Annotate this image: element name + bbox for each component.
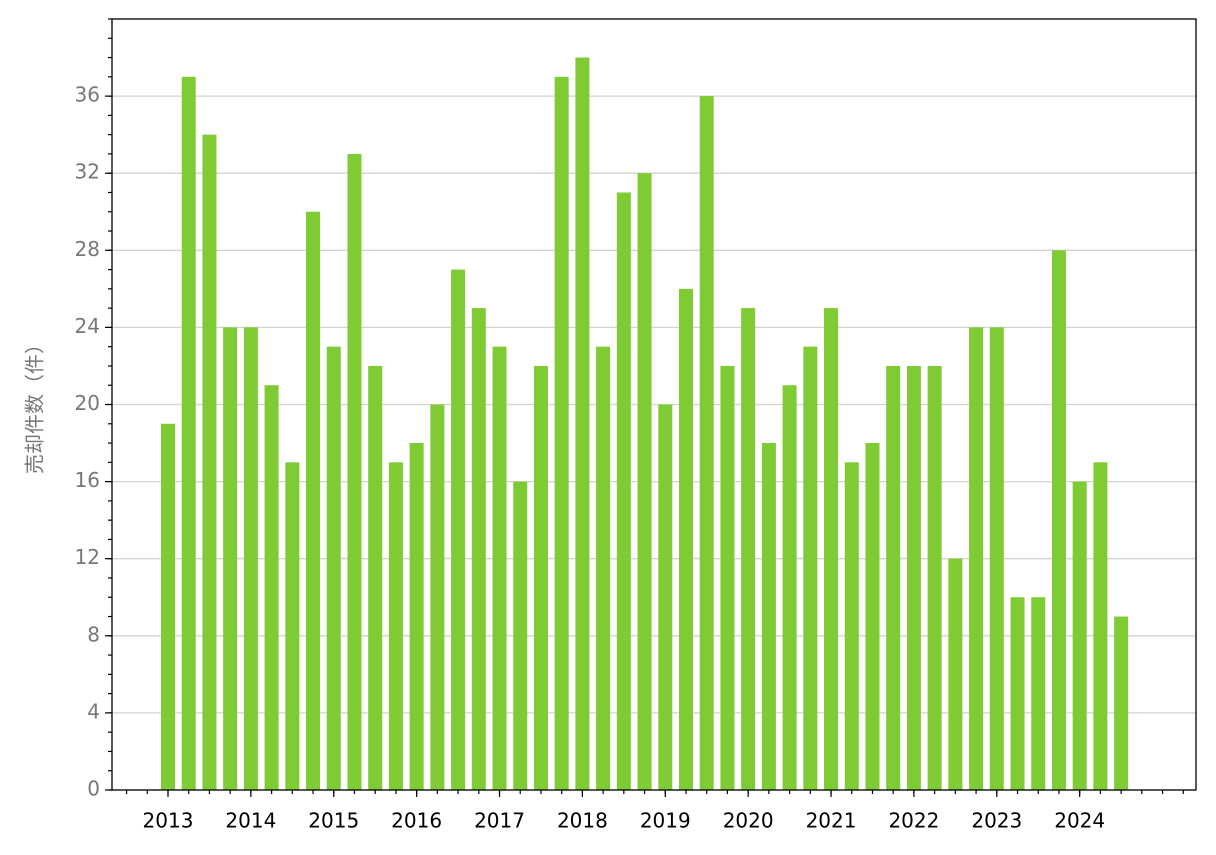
bar: [451, 269, 466, 790]
bar: [679, 288, 693, 790]
bar: [886, 365, 901, 790]
bar: [803, 346, 818, 790]
y-tick-label: 12: [75, 545, 100, 569]
y-tick-label: 0: [87, 777, 100, 801]
bar: [637, 173, 652, 790]
x-tick-label: 2015: [308, 809, 359, 833]
bar: [326, 346, 341, 790]
bar: [927, 365, 942, 790]
y-tick-label: 4: [87, 699, 100, 723]
y-tick-label: 24: [75, 314, 100, 338]
bar: [181, 76, 196, 790]
bar: [596, 346, 611, 790]
bar: [720, 365, 735, 790]
bar: [658, 404, 673, 790]
bar: [306, 211, 321, 790]
bar: [285, 462, 300, 790]
y-axis-label: 売却件数（件）: [23, 334, 47, 474]
bar: [1114, 616, 1129, 790]
bar: [948, 558, 963, 790]
bar: [844, 462, 859, 790]
bar: [761, 443, 776, 790]
bar: [513, 481, 528, 790]
bar: [264, 385, 279, 790]
bar: [969, 327, 984, 790]
bar: [1031, 597, 1046, 790]
x-tick-label: 2017: [474, 809, 525, 833]
bar: [554, 76, 569, 790]
bar: [741, 308, 756, 790]
y-tick-label: 16: [75, 468, 100, 492]
bar: [368, 365, 383, 790]
bar: [616, 192, 631, 791]
bar: [243, 327, 258, 790]
bar: [223, 327, 238, 790]
x-tick-label: 2019: [640, 809, 691, 833]
bar: [1051, 250, 1066, 791]
bar: [202, 134, 217, 790]
x-tick-label: 2021: [806, 809, 857, 833]
bar: [989, 327, 1004, 790]
y-tick-label: 32: [75, 160, 100, 184]
bar: [1010, 597, 1025, 790]
bar: [699, 96, 714, 791]
x-tick-label: 2022: [888, 809, 939, 833]
y-tick-label: 20: [75, 391, 100, 415]
x-tick-label: 2014: [225, 809, 276, 833]
y-tick-label: 28: [75, 237, 100, 261]
bar: [409, 443, 424, 790]
bar: [492, 346, 507, 790]
bar: [1072, 481, 1087, 790]
bar: [161, 423, 175, 790]
x-tick-label: 2020: [723, 809, 774, 833]
plot-frame: [111, 18, 1197, 791]
y-tick-label: 36: [75, 83, 100, 107]
x-tick-label: 2023: [971, 809, 1022, 833]
bar: [471, 308, 486, 790]
bar: [906, 365, 921, 790]
bar: [824, 308, 839, 790]
bar: [782, 385, 797, 790]
x-tick-label: 2013: [143, 809, 194, 833]
bar: [1093, 462, 1108, 790]
bar: [533, 365, 548, 790]
y-tick-label: 8: [87, 622, 100, 646]
x-tick-label: 2024: [1054, 809, 1105, 833]
bar: [430, 404, 445, 790]
bar: [388, 462, 403, 790]
x-tick-label: 2018: [557, 809, 608, 833]
bar: [865, 443, 880, 790]
x-tick-label: 2016: [391, 809, 442, 833]
bar: [575, 57, 590, 791]
bar: [347, 153, 362, 791]
